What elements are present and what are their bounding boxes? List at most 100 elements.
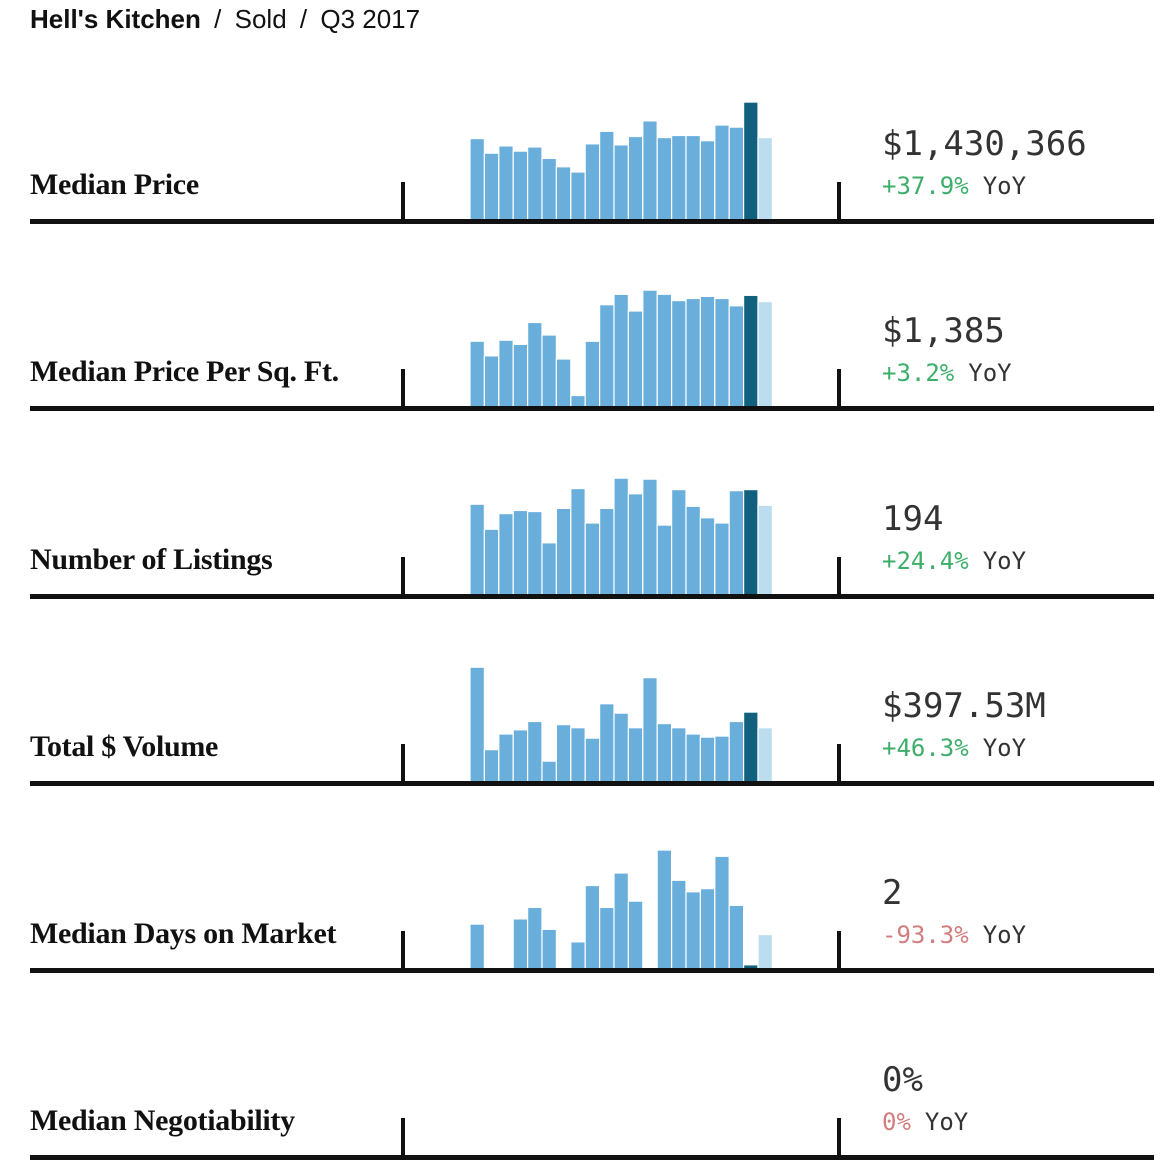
bar[interactable] [627,900,644,969]
bar[interactable] [613,872,629,969]
bar[interactable] [599,130,615,220]
bar[interactable] [728,904,745,969]
bar[interactable] [656,849,673,969]
bar[interactable] [570,171,586,220]
breadcrumb-status[interactable]: Sold [234,4,287,34]
bar[interactable] [656,524,673,595]
bar[interactable] [584,143,601,220]
bar[interactable] [498,339,514,407]
bar[interactable] [498,513,514,595]
bar[interactable] [656,136,673,220]
bar[interactable] [714,522,730,595]
bar[interactable] [526,510,543,595]
bar[interactable] [512,343,529,407]
bar[interactable] [498,145,514,220]
bar[interactable] [570,487,586,595]
bar[interactable] [685,891,701,969]
bar[interactable] [714,297,730,407]
bar[interactable] [512,150,529,220]
bar[interactable] [483,528,500,595]
bar[interactable] [599,703,615,782]
bar[interactable] [470,503,485,595]
bar[interactable] [555,724,572,782]
bar[interactable] [526,146,543,220]
bar[interactable] [526,720,543,782]
bar-projection[interactable] [757,933,773,969]
breadcrumb-neighborhood[interactable]: Hell's Kitchen [30,4,201,34]
bar[interactable] [470,666,485,782]
bar[interactable] [627,493,644,595]
bar[interactable] [526,321,543,407]
bar[interactable] [512,918,529,969]
bar[interactable] [570,941,586,969]
bar[interactable] [699,888,716,969]
bar[interactable] [656,722,673,782]
bar[interactable] [699,295,716,407]
bar[interactable] [728,720,745,782]
bar-current[interactable] [743,101,759,220]
bar[interactable] [685,505,701,595]
bar-projection[interactable] [757,301,773,407]
bar[interactable] [728,490,745,595]
bar[interactable] [613,144,629,220]
bar-current[interactable] [743,294,759,407]
bar[interactable] [541,157,557,220]
bar[interactable] [642,478,658,595]
bar[interactable] [714,735,730,782]
bar[interactable] [728,305,745,407]
bar[interactable] [728,126,745,220]
bar[interactable] [613,293,629,407]
bar[interactable] [699,140,716,220]
bar[interactable] [512,729,529,782]
bar[interactable] [470,138,485,220]
bar[interactable] [541,542,557,595]
bar[interactable] [512,509,529,595]
bar[interactable] [570,727,586,782]
bar[interactable] [699,517,716,595]
bar[interactable] [483,355,500,407]
bar[interactable] [627,727,644,782]
bar[interactable] [584,737,601,782]
bar[interactable] [642,677,658,782]
bar[interactable] [671,134,687,220]
bar[interactable] [685,297,701,407]
bar-current[interactable] [743,711,759,782]
bar-current[interactable] [743,489,759,595]
bar[interactable] [584,340,601,407]
bar[interactable] [555,358,572,407]
bar[interactable] [642,120,658,220]
bar[interactable] [541,928,557,969]
bar[interactable] [685,733,701,782]
bar[interactable] [541,760,557,782]
bar[interactable] [555,166,572,220]
bar[interactable] [714,124,730,220]
bar[interactable] [613,477,629,595]
bar[interactable] [642,289,658,407]
bar[interactable] [613,712,629,782]
bar-projection[interactable] [757,727,773,782]
bar[interactable] [699,736,716,782]
bar[interactable] [599,507,615,595]
bar[interactable] [656,293,673,407]
bar[interactable] [627,135,644,220]
bar[interactable] [498,733,514,782]
bar[interactable] [470,923,485,969]
bar[interactable] [483,152,500,220]
bar[interactable] [627,310,644,407]
bar[interactable] [584,884,601,969]
bar-projection[interactable] [757,504,773,595]
bar[interactable] [671,489,687,595]
bar[interactable] [671,879,687,969]
bar[interactable] [584,522,601,595]
bar[interactable] [526,906,543,969]
bar[interactable] [483,749,500,782]
bar[interactable] [685,134,701,220]
bar[interactable] [714,855,730,969]
bar[interactable] [541,334,557,407]
bar[interactable] [671,727,687,782]
bar-projection[interactable] [757,136,773,220]
bar[interactable] [470,340,485,407]
bar[interactable] [599,906,615,969]
bar[interactable] [599,304,615,407]
bar[interactable] [671,299,687,407]
